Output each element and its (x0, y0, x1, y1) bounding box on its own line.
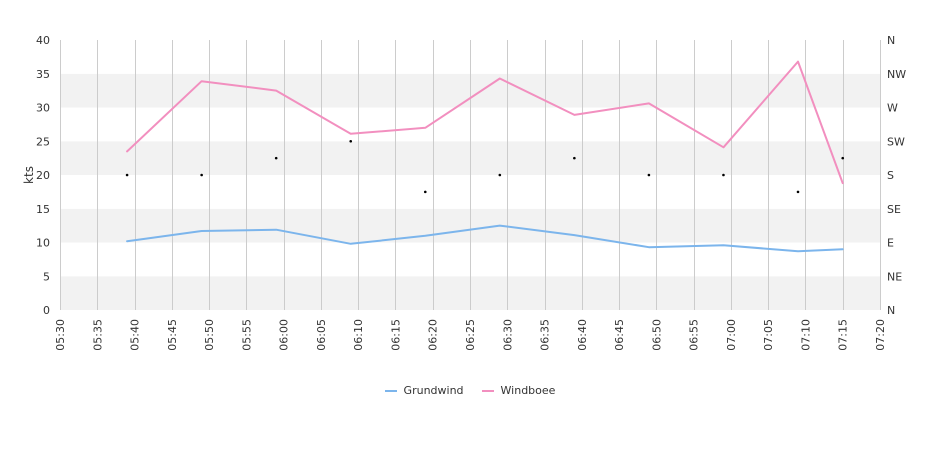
data-point-windboee[interactable] (570, 111, 578, 119)
right-axis-tick-label: NW (887, 68, 906, 81)
wind-direction-marker (841, 156, 845, 160)
legend-label-grundwind: Grundwind (403, 384, 464, 397)
data-point-windboee[interactable] (645, 99, 653, 107)
right-axis-tick-label: NE (887, 270, 902, 283)
x-tick-label: 06:50 (650, 319, 663, 351)
data-point-windboee[interactable] (719, 143, 727, 151)
wind-chart: 0 5 10 15 20 25 30 35 40 N NE E SE S SW W NW N 05:30 05:3… (22, 34, 906, 351)
right-axis-tick-label: N (887, 304, 895, 317)
wind-direction-marker (573, 156, 576, 160)
data-point-windboee[interactable] (421, 124, 429, 132)
y-tick-label: 30 (36, 102, 50, 115)
x-tick-label: 06:40 (576, 319, 589, 351)
wind-direction-marker (423, 190, 427, 194)
y-tick-label: 15 (36, 203, 50, 216)
x-tick-label: 06:25 (464, 319, 477, 351)
data-point-grundwind[interactable] (719, 241, 727, 249)
x-tick-label: 07:05 (762, 319, 775, 351)
data-point-grundwind[interactable] (496, 222, 504, 230)
right-axis-tick-label: SE (887, 203, 901, 216)
right-axis-tick-label: E (887, 237, 894, 250)
x-tick-label: 06:00 (278, 319, 291, 351)
data-point-grundwind[interactable] (421, 232, 429, 240)
data-point-grundwind[interactable] (272, 226, 280, 234)
data-point-windboee[interactable] (839, 179, 847, 187)
legend: Grundwind Windboee (0, 384, 940, 397)
x-tick-label: 06:05 (315, 319, 328, 351)
right-axis-tick-label: W (887, 102, 898, 115)
wind-direction-marker (349, 139, 353, 143)
x-tick-label: 06:55 (688, 319, 701, 351)
wind-direction-marker (498, 173, 502, 177)
data-point-windboee[interactable] (794, 58, 802, 66)
legend-item-windboee[interactable]: Windboee (481, 384, 556, 397)
wind-direction-marker (200, 173, 203, 177)
data-point-grundwind[interactable] (198, 227, 206, 235)
wind-direction-marker (722, 173, 725, 177)
right-axis-tick-label: N (887, 34, 895, 47)
series-line-grundwind (126, 224, 844, 253)
y-tick-label: 5 (43, 270, 50, 283)
y-tick-label: 25 (36, 135, 50, 148)
x-tick-label: 07:15 (837, 319, 850, 351)
x-tick-label: 05:30 (54, 319, 67, 351)
x-tick-label: 05:40 (129, 319, 142, 351)
legend-label-windboee: Windboee (500, 384, 556, 397)
right-axis-tick-label: S (887, 169, 894, 182)
legend-swatch-grundwind (384, 389, 397, 392)
x-tick-label: 06:30 (501, 319, 514, 351)
wind-direction-marker (274, 156, 278, 160)
x-tick-label: 06:45 (613, 319, 626, 351)
y-tick-label: 40 (36, 34, 50, 47)
y-tick-label: 10 (36, 237, 50, 250)
y-axis-label: kts (22, 166, 36, 184)
legend-swatch-windboee (481, 389, 494, 392)
x-tick-label: 05:45 (166, 319, 179, 351)
x-tick-label: 05:55 (240, 319, 253, 351)
x-tick-label: 06:35 (539, 319, 552, 351)
x-tick-label: 06:20 (427, 319, 440, 351)
data-point-grundwind[interactable] (839, 245, 847, 253)
right-axis-tick-label: SW (887, 135, 905, 148)
data-point-grundwind[interactable] (570, 231, 578, 239)
series-line-windboee (126, 60, 844, 185)
wind-direction-marker (647, 173, 651, 177)
wind-direction-marker (125, 173, 129, 177)
x-tick-label: 05:50 (203, 319, 216, 351)
data-point-windboee[interactable] (496, 74, 504, 82)
x-tick-label: 06:10 (352, 319, 365, 351)
wind-direction-marker (796, 190, 800, 194)
data-point-windboee[interactable] (123, 147, 131, 155)
legend-item-grundwind[interactable]: Grundwind (384, 384, 464, 397)
x-tick-label: 07:00 (725, 319, 738, 351)
y-tick-label: 0 (43, 304, 50, 317)
data-point-grundwind[interactable] (123, 237, 131, 245)
data-point-windboee[interactable] (272, 87, 280, 95)
data-point-grundwind[interactable] (794, 247, 802, 255)
data-point-windboee[interactable] (198, 77, 206, 85)
data-point-grundwind[interactable] (347, 240, 355, 248)
data-point-grundwind[interactable] (645, 243, 653, 251)
y-tick-label: 35 (36, 68, 50, 81)
x-tick-label: 06:15 (389, 319, 402, 351)
x-tick-label: 07:10 (799, 319, 812, 351)
x-tick-label: 07:20 (874, 319, 887, 351)
data-point-windboee[interactable] (347, 130, 355, 138)
y-tick-label: 20 (36, 169, 50, 182)
x-tick-label: 05:35 (91, 319, 104, 351)
